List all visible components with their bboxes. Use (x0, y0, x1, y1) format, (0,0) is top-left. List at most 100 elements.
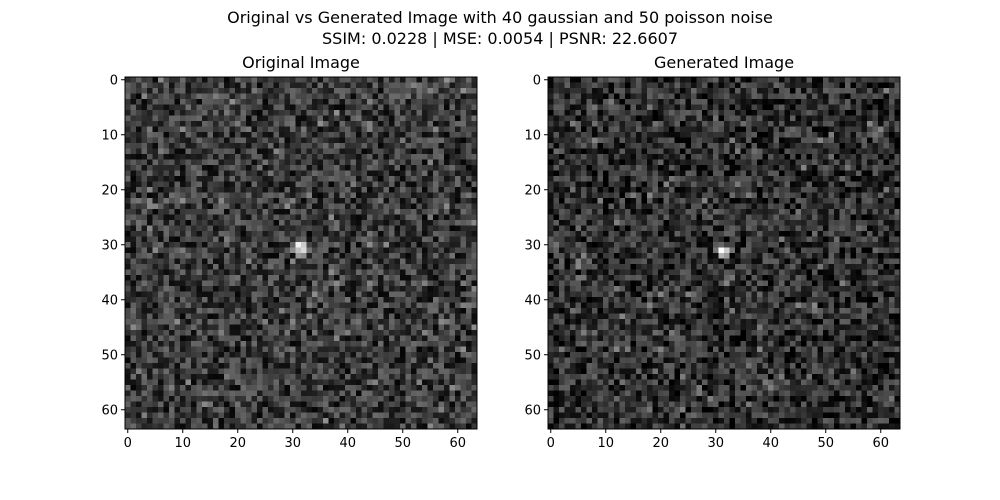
heatmap-cell (455, 330, 461, 336)
heatmap-cell (279, 423, 285, 430)
heatmap-cell (306, 115, 313, 122)
heatmap-cell (806, 137, 813, 144)
heatmap-cell (416, 137, 423, 144)
heatmap-cell (224, 148, 230, 155)
heatmap-cell (378, 187, 384, 193)
heatmap-cell (224, 77, 230, 83)
heatmap-cell (894, 93, 901, 100)
heatmap-cell (400, 390, 406, 397)
heatmap-cell (345, 368, 351, 375)
heatmap-cell (889, 93, 895, 100)
heatmap-cell (641, 77, 648, 83)
heatmap-cell (317, 396, 324, 402)
heatmap-cell (317, 341, 324, 347)
heatmap-cell (262, 220, 269, 226)
heatmap-cell (806, 99, 813, 105)
heatmap-cell (636, 93, 642, 100)
heatmap-cell (158, 242, 164, 248)
heatmap-cell (262, 423, 269, 430)
heatmap-cell (696, 115, 703, 122)
heatmap-cell (136, 363, 142, 369)
heatmap-cell (471, 110, 478, 116)
heatmap-cell (196, 363, 203, 369)
heatmap-cell (301, 275, 307, 281)
heatmap-cell (196, 396, 203, 402)
heatmap-cell (202, 231, 208, 237)
heatmap-cell (400, 407, 406, 413)
heatmap-cell (894, 126, 901, 133)
heatmap-cell (251, 88, 258, 94)
heatmap-cell (306, 165, 313, 171)
heatmap-cell (180, 335, 186, 342)
heatmap-cell (378, 308, 384, 314)
heatmap-cell (422, 258, 428, 265)
heatmap-cell (213, 368, 219, 375)
heatmap-cell (427, 236, 434, 243)
heatmap-cell (444, 330, 450, 336)
heatmap-cell (163, 291, 170, 298)
heatmap-cell (290, 132, 296, 138)
heatmap-cell (240, 209, 247, 215)
heatmap-cell (180, 220, 186, 226)
heatmap-cell (224, 341, 230, 347)
heatmap-cell (312, 187, 318, 193)
heatmap-cell (152, 379, 159, 386)
heatmap-cell (229, 165, 236, 171)
heatmap-cell (345, 346, 351, 353)
heatmap-cell (273, 297, 280, 303)
heatmap-cell (240, 82, 247, 89)
heatmap-cell (570, 82, 576, 89)
heatmap-cell (306, 176, 313, 182)
heatmap-cell (674, 99, 681, 105)
heatmap-cell (312, 280, 318, 287)
heatmap-cell (224, 121, 230, 127)
heatmap-cell (196, 214, 203, 221)
heatmap-cell (290, 368, 296, 375)
heatmap-cell (378, 88, 384, 94)
heatmap-cell (284, 93, 291, 100)
heatmap-cell (147, 330, 153, 336)
heatmap-cell (460, 258, 467, 265)
heatmap-cell (389, 418, 395, 424)
heatmap-cell (867, 88, 873, 94)
heatmap-cell (180, 192, 186, 199)
heatmap-cell (251, 401, 258, 408)
heatmap-cell (361, 170, 368, 177)
heatmap-cell (422, 187, 428, 193)
heatmap-cell (317, 231, 324, 237)
heatmap-cell (191, 357, 197, 364)
heatmap-cell (328, 242, 335, 248)
heatmap-cell (235, 286, 241, 292)
heatmap-cell (235, 104, 241, 111)
heatmap-cell (229, 132, 236, 138)
heatmap-cell (795, 132, 802, 138)
heatmap-cell (691, 121, 697, 127)
heatmap-cell (433, 143, 439, 149)
heatmap-cell (735, 77, 741, 83)
heatmap-cell (290, 126, 296, 133)
heatmap-cell (614, 132, 620, 138)
heatmap-cell (427, 253, 434, 259)
heatmap-cell (196, 126, 203, 133)
heatmap-cell (658, 132, 664, 138)
heatmap-cell (295, 77, 302, 83)
heatmap-cell (323, 203, 329, 210)
heatmap-cell (174, 99, 181, 105)
heatmap-cell (828, 110, 835, 116)
heatmap-cell (196, 137, 203, 144)
heatmap-cell (416, 401, 423, 408)
heatmap-cell (180, 396, 186, 402)
heatmap-cell (334, 181, 340, 188)
heatmap-cell (268, 93, 274, 100)
heatmap-cell (603, 77, 609, 83)
heatmap-cell (586, 126, 593, 133)
heatmap-cell (466, 220, 472, 226)
heatmap-cell (202, 319, 208, 325)
heatmap-cell (724, 143, 730, 149)
heatmap-cell (141, 154, 148, 160)
heatmap-cell (548, 88, 554, 94)
heatmap-cell (438, 132, 445, 138)
heatmap-cell (334, 225, 340, 232)
heatmap-cell (466, 253, 472, 259)
heatmap-cell (141, 77, 148, 83)
